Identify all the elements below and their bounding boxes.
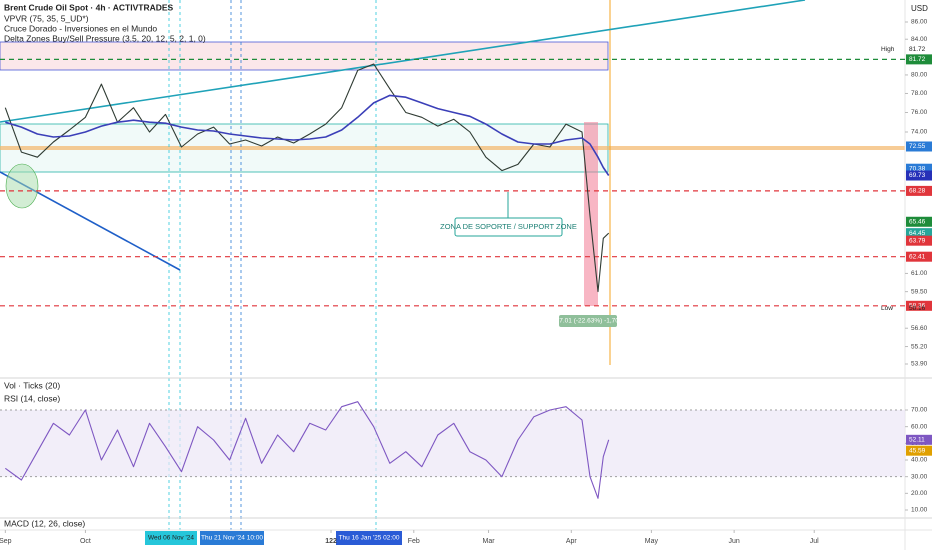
y-tick-label: 55.20 [911, 343, 928, 350]
y-tick-label: 78.00 [911, 90, 928, 97]
y-tick-label: 60.00 [911, 423, 928, 430]
drop-box [584, 122, 598, 306]
price-tag: 64.45 [909, 230, 926, 237]
series-line [4, 401, 610, 499]
price-tag-bg [906, 170, 932, 181]
chart-title: Brent Crude Oil Spot · 4h · ACTIVTRADES [4, 2, 174, 12]
price-tag: 68.28 [909, 188, 926, 195]
price-tag: 58.36 [909, 303, 926, 310]
date-lines [168, 0, 377, 530]
annotation: ZONA DE SOPORTE / SUPPORT ZONE [440, 222, 577, 231]
high-value: 81.72 [909, 46, 926, 53]
price-tag: 72.55 [909, 143, 926, 150]
date-tag: Thu 21 Nov '24 10:00 [201, 535, 263, 542]
date-tag: Wed 06 Nov '24 [148, 535, 194, 542]
date-tag-bg [145, 531, 197, 545]
measure-label: -17.01 (-22.63%) -1,701 [553, 318, 622, 325]
y-tick-label: 84.00 [911, 36, 928, 43]
resistance-zone [0, 41, 609, 71]
measure-box [559, 315, 617, 327]
x-tick-label: Sep [0, 538, 12, 545]
y-tick-label: 61.00 [911, 270, 928, 277]
y-tick-label: 10.00 [911, 507, 928, 514]
price-tag: 69.73 [909, 172, 926, 179]
trend-line [0, 0, 806, 123]
price-tag-bg [906, 445, 932, 456]
x-tick-label: Feb [408, 538, 420, 545]
x-tick-label: 122 [325, 538, 337, 545]
rsi-band [0, 410, 905, 477]
indicator-label: Cruce Dorado - Inversiones en el Mundo [4, 23, 157, 33]
x-tick-label: Mar [483, 538, 496, 545]
price-tag-bg [906, 216, 932, 227]
y-tick-label: 70.00 [911, 407, 928, 414]
price-tag-bg [906, 185, 932, 196]
price-tag-bg [906, 434, 932, 445]
x-tick-label: May [645, 538, 659, 545]
x-tick-label: Jul [810, 538, 819, 545]
price-tag-bg [906, 141, 932, 152]
currency: USD [911, 4, 928, 13]
y-tick-label: 20.00 [911, 490, 928, 497]
y-tick-label: 40.00 [911, 457, 928, 464]
y-tick-label: 74.00 [911, 129, 928, 136]
price-tag: 65.46 [909, 218, 926, 225]
date-tag: Thu 16 Jan '25 02:00 [339, 535, 400, 542]
low-label: Low [881, 305, 893, 312]
price-tag-bg [906, 300, 932, 311]
price-tag: 81.72 [909, 56, 926, 63]
x-tick-label: Apr [566, 538, 578, 545]
y-tick-label: 76.00 [911, 109, 928, 116]
series-line [5, 94, 610, 176]
highlight [5, 163, 39, 209]
macd-title: MACD (12, 26, close) [4, 518, 85, 528]
date-tag-bg [336, 531, 402, 545]
y-tick-label: 80.00 [911, 72, 928, 79]
price-tag: 52.11 [909, 437, 925, 444]
x-tick-label: Jun [728, 538, 739, 545]
price-tag-bg [906, 163, 932, 174]
price-tag-bg [906, 251, 932, 262]
price-tag-bg [906, 54, 932, 65]
date-tag-bg [200, 531, 264, 545]
indicator-label: VPVR (75, 35, 5_UD*) [4, 13, 89, 23]
low-value: 58.16 [909, 305, 926, 312]
high-label: High [881, 46, 895, 53]
price-tag: 70.38 [909, 165, 926, 172]
price-tag: 63.79 [909, 237, 926, 244]
rsi-title: RSI (14, close) [4, 393, 60, 403]
price-tag: 45.59 [909, 447, 926, 454]
series-line [4, 63, 610, 293]
indicator-label: Delta Zones Buy/Sell Pressure (3.5, 20, … [4, 33, 206, 43]
price-tag-bg [906, 228, 932, 239]
price-tag-bg [906, 235, 932, 246]
x-tick-label: Oct [80, 538, 91, 545]
price-tag: 62.41 [909, 253, 926, 260]
y-tick-label: 56.60 [911, 325, 928, 332]
y-tick-label: 53.90 [911, 361, 928, 368]
y-tick-label: 86.00 [911, 19, 928, 26]
y-tick-label: 59.50 [911, 288, 928, 295]
y-tick-label: 30.00 [911, 473, 928, 480]
volume-title: Vol · Ticks (20) [4, 380, 60, 390]
